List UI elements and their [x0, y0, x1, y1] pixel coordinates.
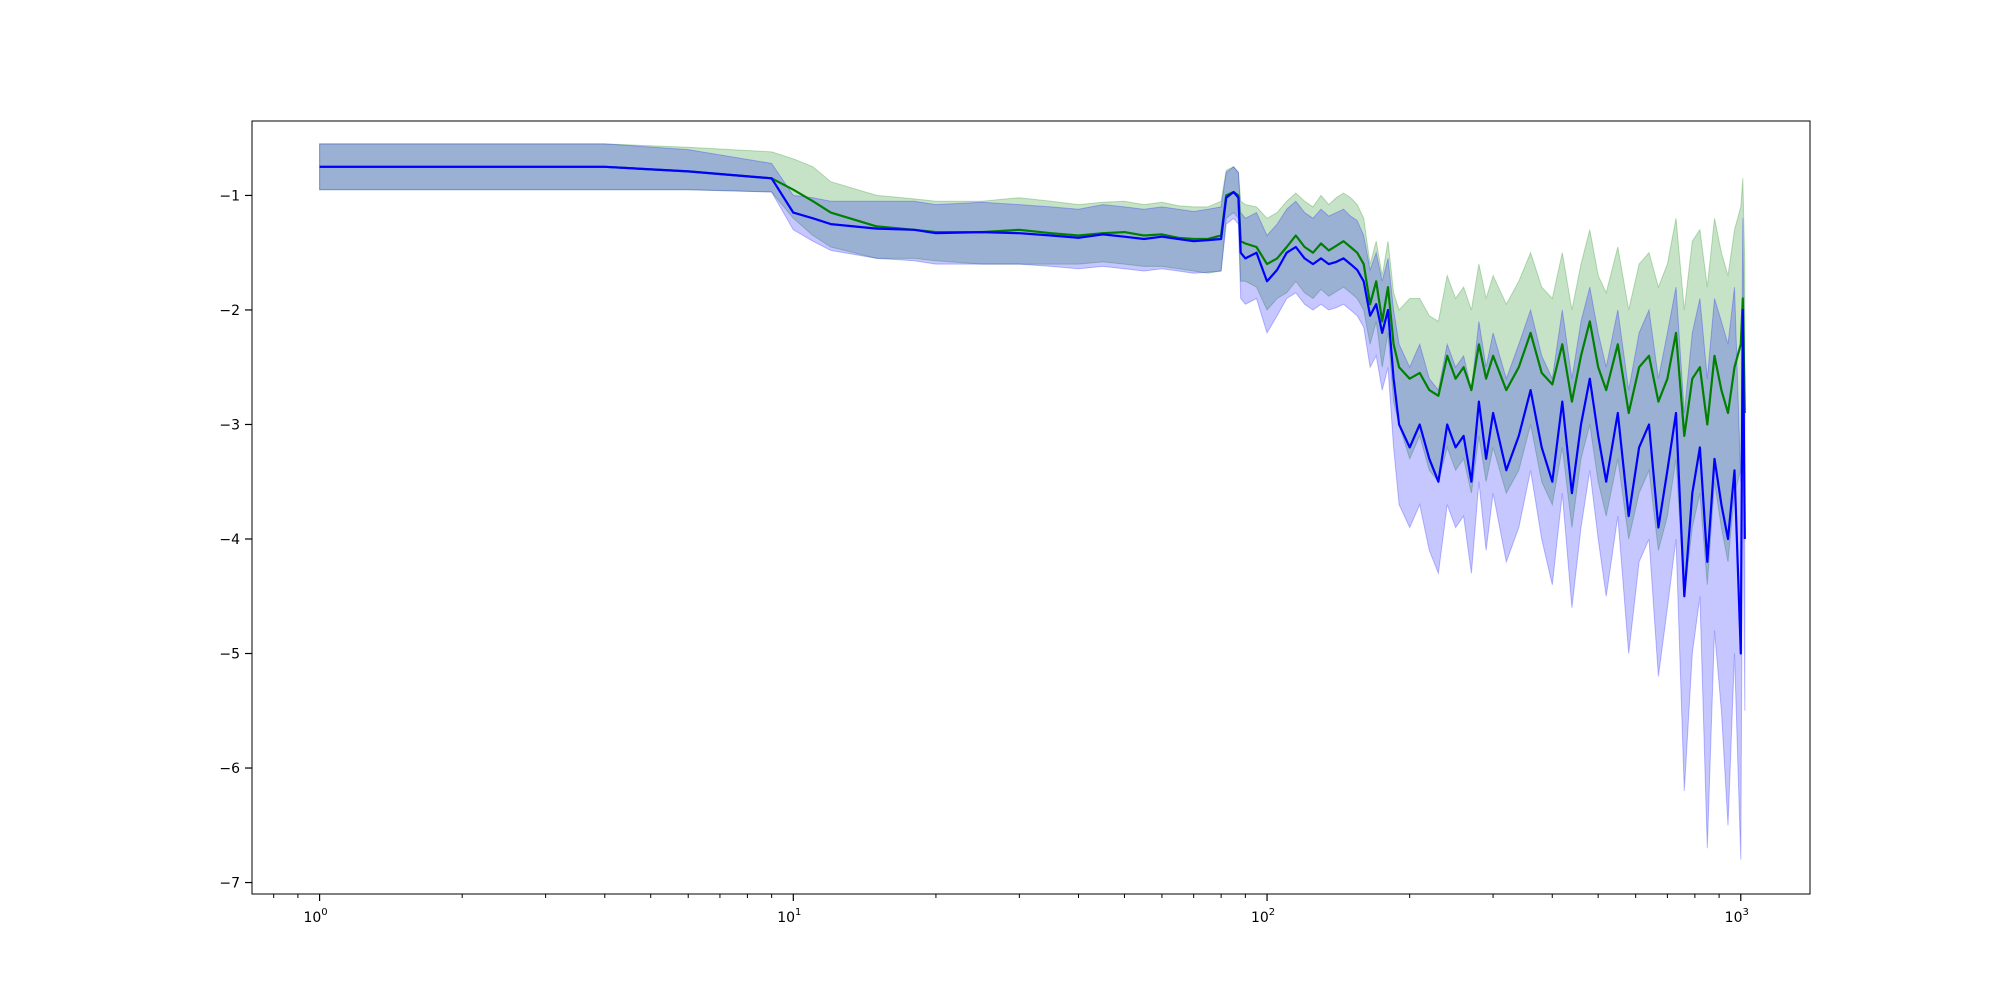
series-line-1	[319, 165, 1746, 655]
y-axis: −1 −2 −3 −4 −5 −6 −7	[219, 188, 252, 892]
x-tick-label: 102	[1251, 907, 1275, 926]
x-tick-label: 101	[777, 907, 801, 926]
y-tick-label: −4	[219, 532, 240, 548]
plot-background	[252, 121, 1810, 894]
x-tick-label: 103	[1725, 907, 1749, 926]
y-tick-label: −1	[219, 188, 240, 204]
y-tick-label: −7	[219, 876, 240, 892]
x-axis: 100 101 102 103	[273, 894, 1749, 926]
series-lines	[319, 165, 1746, 655]
y-tick-label: −5	[219, 647, 240, 663]
y-tick-label: −6	[219, 761, 240, 777]
y-tick-label: −3	[219, 417, 240, 433]
y-tick-label: −2	[219, 303, 240, 319]
plot-frame	[251, 120, 1811, 895]
series-line-0	[319, 165, 1746, 437]
x-tick-label: 100	[303, 907, 327, 926]
